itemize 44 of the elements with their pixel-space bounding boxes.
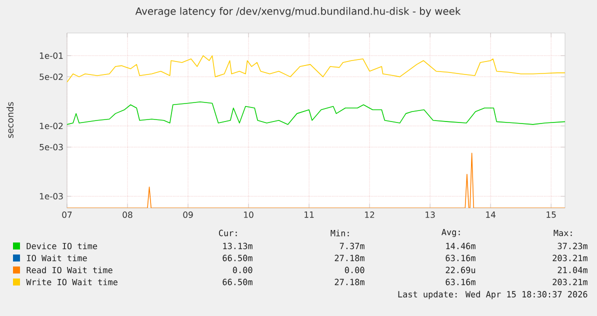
x-tick-label: 08: [122, 212, 132, 218]
x-tick-label: 13: [426, 212, 435, 218]
text: Max:: [554, 230, 572, 236]
y-tick-label: 1e-01: [40, 52, 63, 59]
text: 37.23m: [558, 242, 588, 250]
line-series: [67, 101, 566, 125]
x-tick-label: 10: [244, 212, 254, 218]
text: 22.69u: [446, 266, 476, 274]
x-tick-label: 14: [486, 212, 496, 218]
text: Avg:: [442, 229, 460, 237]
x-tick-label: 11: [304, 212, 314, 218]
text: 7.37m: [340, 242, 364, 250]
y-axis-title: seconds: [6, 102, 14, 138]
text: 66.50m: [222, 278, 252, 286]
legend-label: Device IO time: [26, 242, 98, 250]
text: 0.00: [344, 266, 364, 274]
y-tick-label: 5e-03: [40, 144, 63, 150]
text: 203.21m: [552, 254, 588, 262]
text: Min:: [330, 230, 349, 236]
line-series: [67, 152, 566, 208]
text: 66.50m: [222, 254, 252, 262]
text: Last update: Wed Apr 15 18:30:37 2026: [398, 290, 588, 300]
text: 13.13m: [223, 242, 252, 250]
x-tick-label: 15: [546, 212, 556, 218]
text: 14.46m: [446, 242, 476, 250]
y-tick-label: 5e-02: [40, 74, 63, 80]
text: 0.00: [232, 266, 252, 274]
x-tick-label: 12: [365, 212, 374, 218]
chart-title: Average latency for /dev/xenvg/mud.bundiland.hu-disk - by week: [135, 7, 461, 17]
x-tick-label: 07: [62, 212, 72, 218]
text: 63.16m: [446, 278, 476, 286]
legend-label: IO Wait time: [27, 254, 87, 262]
legend-label: Read IO Wait time: [26, 266, 112, 274]
line-series: [67, 55, 566, 83]
legend-label: Write IO Wait time: [26, 278, 118, 286]
text: 27.18m: [334, 254, 364, 262]
x-tick-label: 09: [183, 212, 193, 218]
y-tick-label: 1e-02: [40, 122, 63, 130]
y-tick-label: 1e-03: [40, 193, 63, 200]
text: 21.04m: [558, 266, 588, 274]
text: 27.18m: [334, 278, 364, 286]
text: Cur:: [218, 230, 237, 236]
text: 203.21m: [552, 278, 588, 286]
text: 63.16m: [446, 254, 476, 262]
